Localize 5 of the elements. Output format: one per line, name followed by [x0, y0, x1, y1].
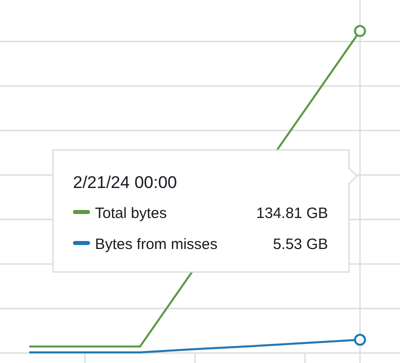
- annotation: 2/21/24 00:00: [73, 173, 177, 192]
- legend-label: Bytes from misses: [95, 236, 218, 253]
- annotation: 134.81 GB: [256, 205, 328, 222]
- annotation: 5.53 GB: [272, 236, 328, 253]
- legend-label: Total bytes: [95, 205, 167, 222]
